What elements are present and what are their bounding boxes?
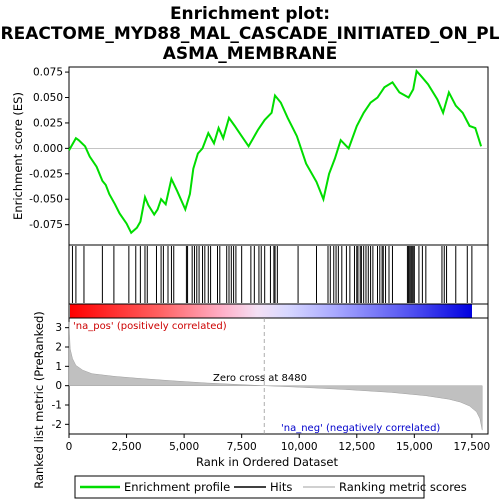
es-panel-frame xyxy=(68,66,489,246)
x-axis-label: Rank in Ordered Dataset xyxy=(196,455,339,469)
x-tick-label: 10,000 xyxy=(281,441,318,453)
x-axis-ticks: 0 2,500 5,000 7,500 10,000 12,500 15,000 17,500 xyxy=(66,434,491,453)
es-y-tick-label: -0.050 xyxy=(29,194,63,206)
pos-label: 'na_pos' (positively correlated) xyxy=(73,321,227,332)
metric-y-ticks: 3 2 1 0 -1 -2 xyxy=(52,322,69,431)
metric-y-tick-label: 1 xyxy=(55,361,62,373)
legend-enrichment-label: Enrichment profile xyxy=(124,480,230,494)
es-y-tick-label: -0.075 xyxy=(29,219,63,231)
x-tick-label: 15,000 xyxy=(396,441,433,453)
hits-panel xyxy=(68,244,489,305)
metric-y-label: Ranked list metric (PreRanked) xyxy=(32,311,46,489)
hit-marks xyxy=(71,246,473,303)
x-tick-label: 7,500 xyxy=(227,441,257,453)
metric-y-tick-label: 2 xyxy=(55,342,62,354)
metric-y-tick-label: 3 xyxy=(55,322,62,334)
es-y-tick-label: 0.050 xyxy=(33,92,63,104)
es-panel: 0.075 0.050 0.025 0.000 -0.025 -0.050 -0.075 E… xyxy=(11,66,489,246)
x-tick-label: 0 xyxy=(66,441,73,453)
metric-panel: 3 2 1 0 -1 -2 Zero cross at 8480 'na_pos' (po… xyxy=(32,311,489,489)
rank-color-bar xyxy=(70,304,472,318)
metric-panel-frame xyxy=(68,317,489,435)
metric-y-tick-label: 0 xyxy=(55,380,62,392)
neg-label: 'na_neg' (negatively correlated) xyxy=(281,423,440,434)
x-tick-label: 12,500 xyxy=(338,441,375,453)
x-tick-label: 17,500 xyxy=(454,441,491,453)
x-tick-label: 2,500 xyxy=(112,441,142,453)
title-line-2: REACTOME_MYD88_MAL_CASCADE_INITIATED_ON_… xyxy=(1,24,500,44)
title-line-3: ASMA_MEMBRANE xyxy=(163,44,337,64)
ranking-metric-area xyxy=(68,321,483,431)
legend-hits-label: Hits xyxy=(270,480,292,494)
es-y-tick-label: 0.000 xyxy=(33,143,63,155)
enrichment-profile-line xyxy=(68,68,483,235)
legend-metric-label: Ranking metric scores xyxy=(339,480,467,494)
zero-cross-label: Zero cross at 8480 xyxy=(213,373,307,384)
legend: Enrichment profile Hits Ranking metric s… xyxy=(74,475,467,499)
title-line-1: Enrichment plot: xyxy=(170,4,330,24)
hits-panel-frame xyxy=(68,244,489,305)
es-y-tick-label: 0.075 xyxy=(33,67,63,79)
es-y-tick-label: 0.025 xyxy=(33,117,63,129)
es-y-label: Enrichment score (ES) xyxy=(11,92,25,220)
x-tick-label: 5,000 xyxy=(169,441,199,453)
metric-y-tick-label: -2 xyxy=(52,419,62,431)
metric-y-tick-label: -1 xyxy=(52,400,62,412)
es-y-tick-label: -0.025 xyxy=(29,168,63,180)
es-y-ticks: 0.075 0.050 0.025 0.000 -0.025 -0.050 -0.075 xyxy=(29,67,69,231)
